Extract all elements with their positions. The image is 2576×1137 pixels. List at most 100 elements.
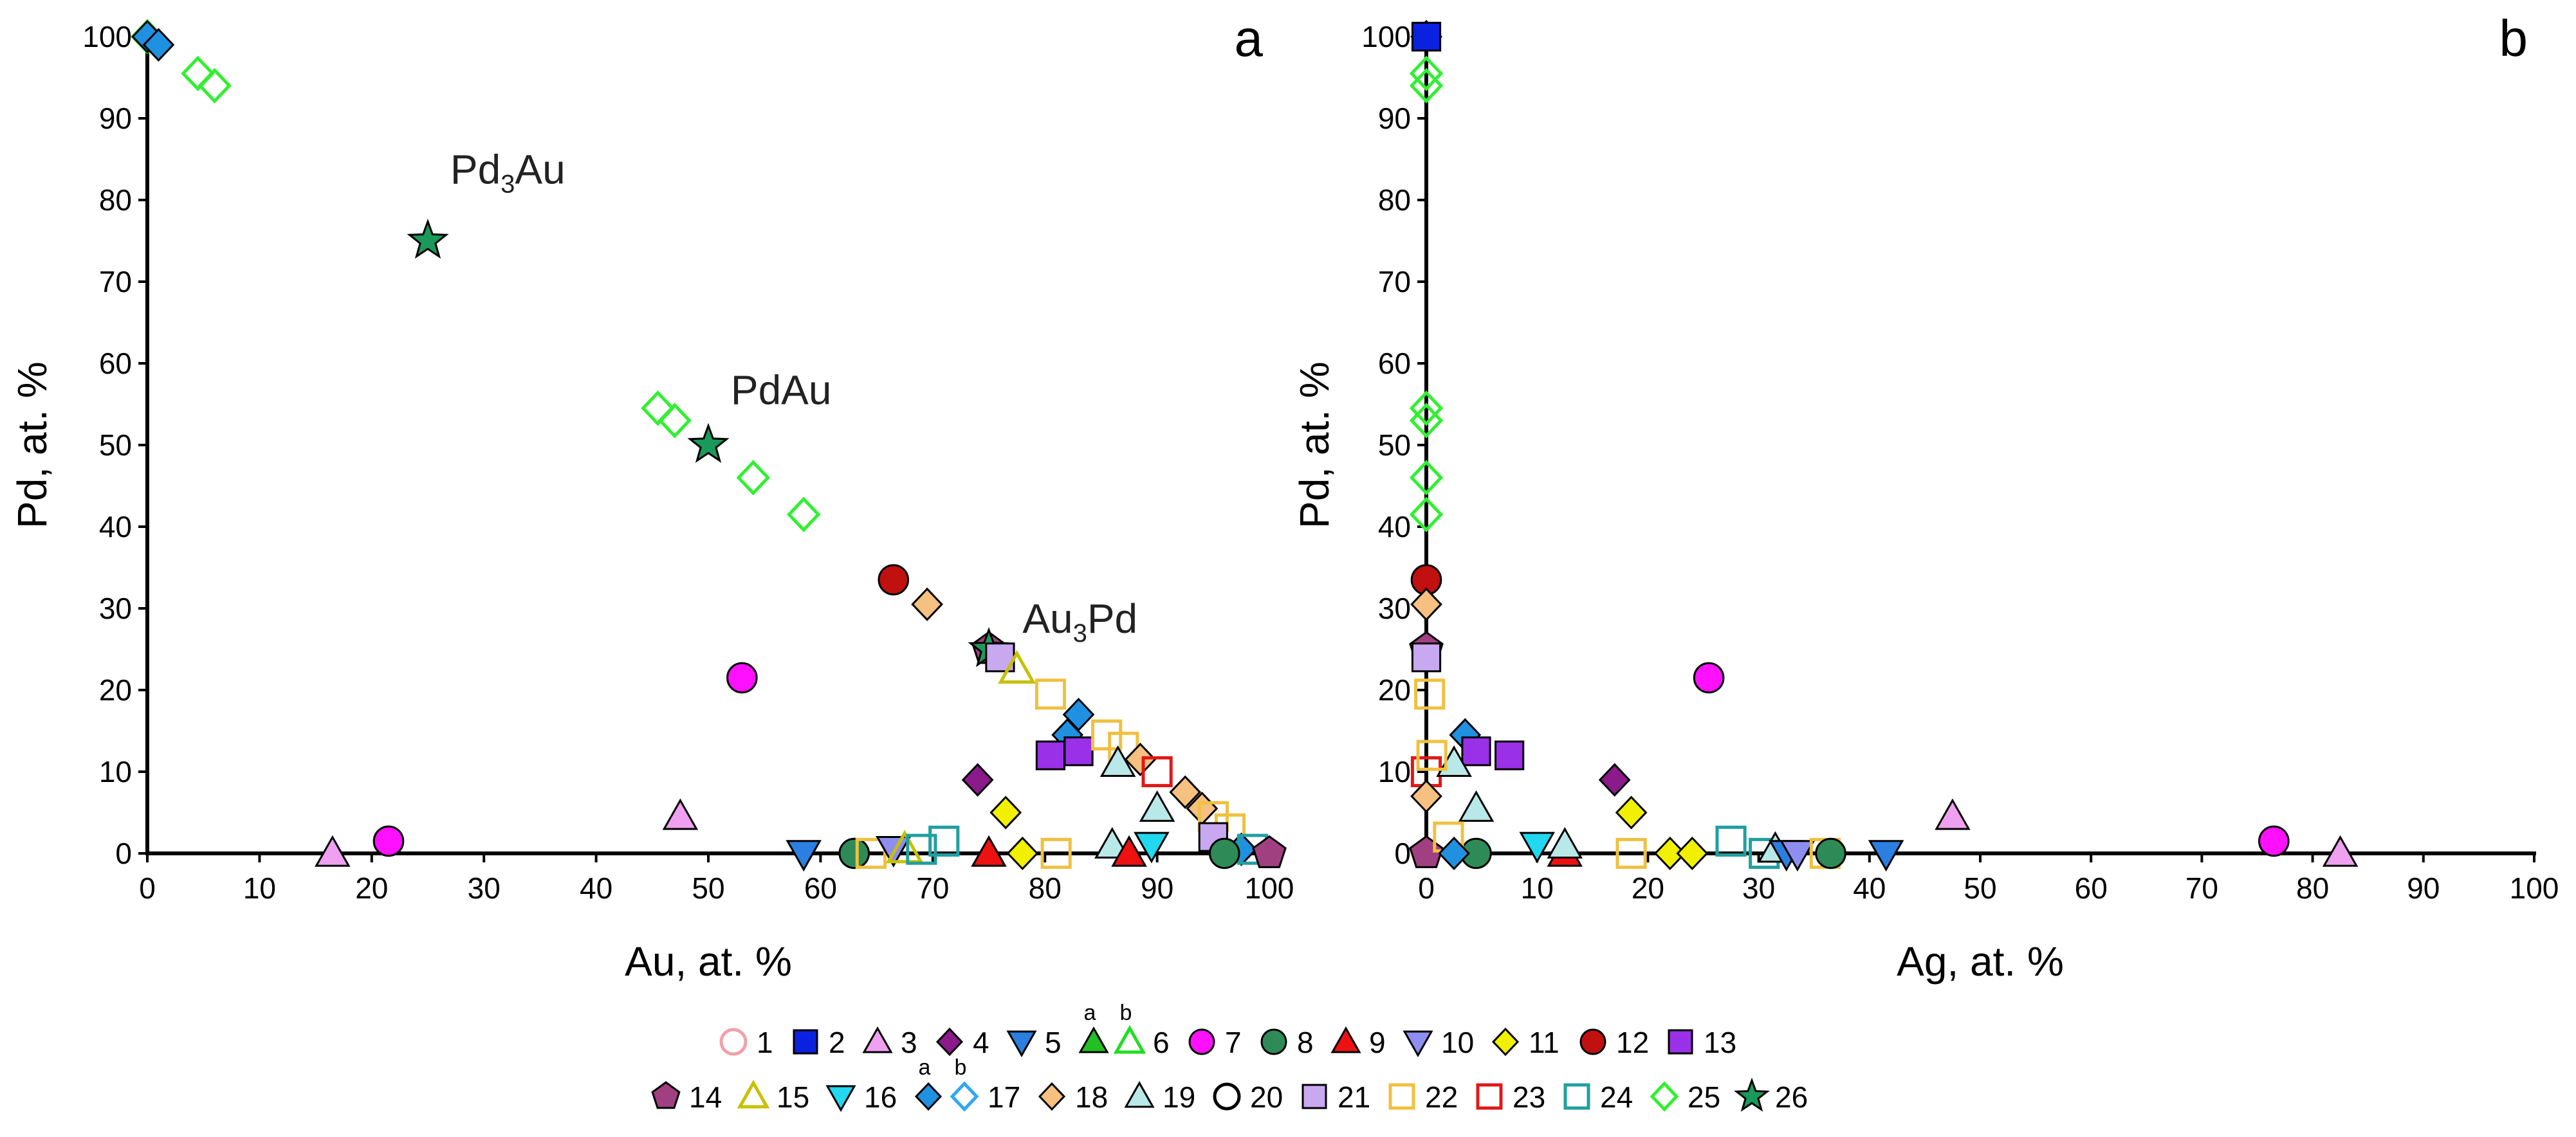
- legend-item-18: 18: [1038, 1080, 1108, 1114]
- legend-label: 6: [1153, 1026, 1170, 1059]
- legend-item-23: 23: [1476, 1080, 1545, 1114]
- x-tick-label: 80: [2296, 871, 2329, 905]
- panel-letter: b: [2499, 10, 2528, 67]
- legend-label: 15: [777, 1080, 809, 1114]
- legend-symbol-12: [1579, 1028, 1606, 1055]
- data-point-sample-15: [998, 650, 1036, 684]
- data-point-sample-5: [786, 840, 822, 872]
- legend-item-22: 22: [1388, 1080, 1458, 1114]
- legend-item-5: 5: [1006, 1026, 1062, 1059]
- legend-label: 17: [988, 1080, 1020, 1114]
- x-tick-label: 40: [580, 871, 612, 905]
- x-tick-label: 70: [2185, 871, 2218, 905]
- data-point-sample-25: [1409, 55, 1444, 91]
- data-point-sample-16: [1519, 832, 1555, 864]
- legend-item-6: a b6: [1078, 1001, 1170, 1059]
- data-point-sample-13: [1495, 740, 1525, 770]
- data-point-sample-25: [736, 460, 771, 496]
- legend-label: 9: [1369, 1026, 1386, 1059]
- legend-label: 16: [864, 1080, 897, 1114]
- legend-item-1: 1: [719, 1026, 773, 1059]
- legend-item-16: 16: [825, 1080, 897, 1114]
- x-tick-label: 20: [1632, 871, 1664, 905]
- legend-item-21: 21: [1302, 1080, 1370, 1114]
- legend-sup: a: [1084, 1001, 1096, 1025]
- data-point-sample-11: [1676, 836, 1709, 871]
- y-tick-label: 10: [99, 755, 132, 788]
- y-tick-label: 80: [1378, 183, 1411, 217]
- y-tick-label: 0: [115, 837, 132, 870]
- data-point-sample-22: [1615, 837, 1647, 869]
- legend-item-19: 19: [1124, 1080, 1195, 1114]
- data-point-sample-8: [1815, 837, 1846, 869]
- legend-symbol-22: [1388, 1083, 1415, 1110]
- data-point-sample-4: [1598, 763, 1631, 797]
- x-tick-label: 10: [243, 871, 276, 905]
- legend-label: 18: [1075, 1080, 1108, 1114]
- legend-item-8: 8: [1260, 1026, 1314, 1059]
- data-point-sample-3: [1935, 798, 1971, 830]
- data-point-sample-25: [198, 68, 232, 104]
- data-point-sample-8: [1208, 837, 1240, 869]
- legend-symbol-8: [1260, 1028, 1287, 1055]
- data-point-sample-16: [1134, 832, 1170, 864]
- x-axis-title: Ag, at. %: [1897, 938, 2064, 985]
- y-tick-label: 100: [1361, 20, 1411, 53]
- data-point-sample-18: [1410, 587, 1442, 621]
- data-point-sample-11: [1615, 796, 1648, 830]
- legend-label: 23: [1513, 1080, 1545, 1114]
- y-tick-label: 40: [99, 510, 132, 543]
- data-point-sample-7: [373, 825, 405, 857]
- legend-item-26: 26: [1734, 1077, 1808, 1114]
- legend-symbol-6a: [1078, 1026, 1109, 1053]
- x-tick-label: 80: [1029, 871, 1062, 905]
- data-point-sample-25: [181, 55, 215, 91]
- data-point-sample-11: [1653, 836, 1686, 871]
- legend-item-7: 7: [1188, 1026, 1242, 1059]
- data-point-sample-11: [1006, 836, 1039, 871]
- x-tick-label: 20: [355, 871, 388, 905]
- y-tick-label: 50: [99, 428, 132, 462]
- x-tick-label: 30: [1742, 871, 1775, 905]
- legend-symbol-5: [1006, 1030, 1037, 1058]
- data-point-sample-9: [971, 835, 1007, 867]
- legend-item-12: 12: [1579, 1026, 1649, 1059]
- y-tick-label: 10: [1378, 755, 1411, 788]
- x-tick-label: 30: [468, 871, 501, 905]
- y-tick-label: 0: [1394, 837, 1411, 870]
- data-point-sample-7: [726, 662, 758, 694]
- data-point-sample-2: [1411, 21, 1442, 52]
- x-tick-label: 60: [2075, 871, 2108, 905]
- x-tick-label: 40: [1853, 871, 1886, 905]
- data-point-sample-22: [1035, 678, 1067, 710]
- legend-symbol-20: [1213, 1082, 1241, 1111]
- legend-item-9: 9: [1330, 1026, 1386, 1059]
- x-tick-label: 0: [139, 871, 156, 905]
- data-point-sample-24: [1715, 825, 1747, 857]
- legend-label: 14: [689, 1080, 722, 1114]
- data-point-sample-15: [885, 830, 924, 864]
- legend-item-10: 10: [1403, 1026, 1474, 1059]
- y-axis-title: Pd, at. %: [9, 361, 55, 529]
- data-point-sample-25: [1409, 390, 1444, 426]
- data-point-sample-24: [928, 825, 960, 857]
- y-tick-label: 20: [99, 673, 132, 707]
- legend-label: 22: [1425, 1080, 1458, 1114]
- phase-annotation: PdAu: [731, 367, 832, 414]
- x-tick-label: 50: [692, 871, 724, 905]
- data-point-sample-22: [855, 837, 887, 869]
- legend-symbol-10: [1403, 1030, 1433, 1058]
- legend-label: 11: [1529, 1026, 1559, 1059]
- data-point-sample-25: [1409, 496, 1444, 532]
- legend-item-4: 4: [935, 1026, 989, 1059]
- legend-symbol-13: [1668, 1029, 1693, 1055]
- legend-symbol-3: [862, 1026, 893, 1053]
- legend-label: 1: [757, 1026, 773, 1059]
- data-point-sample-3: [315, 835, 351, 867]
- panel-letter: a: [1235, 10, 1264, 67]
- legend-symbol-9: [1330, 1026, 1361, 1053]
- legend-label: 19: [1163, 1080, 1195, 1114]
- data-point-sample-3: [662, 798, 699, 830]
- legend-sup: a: [919, 1055, 931, 1080]
